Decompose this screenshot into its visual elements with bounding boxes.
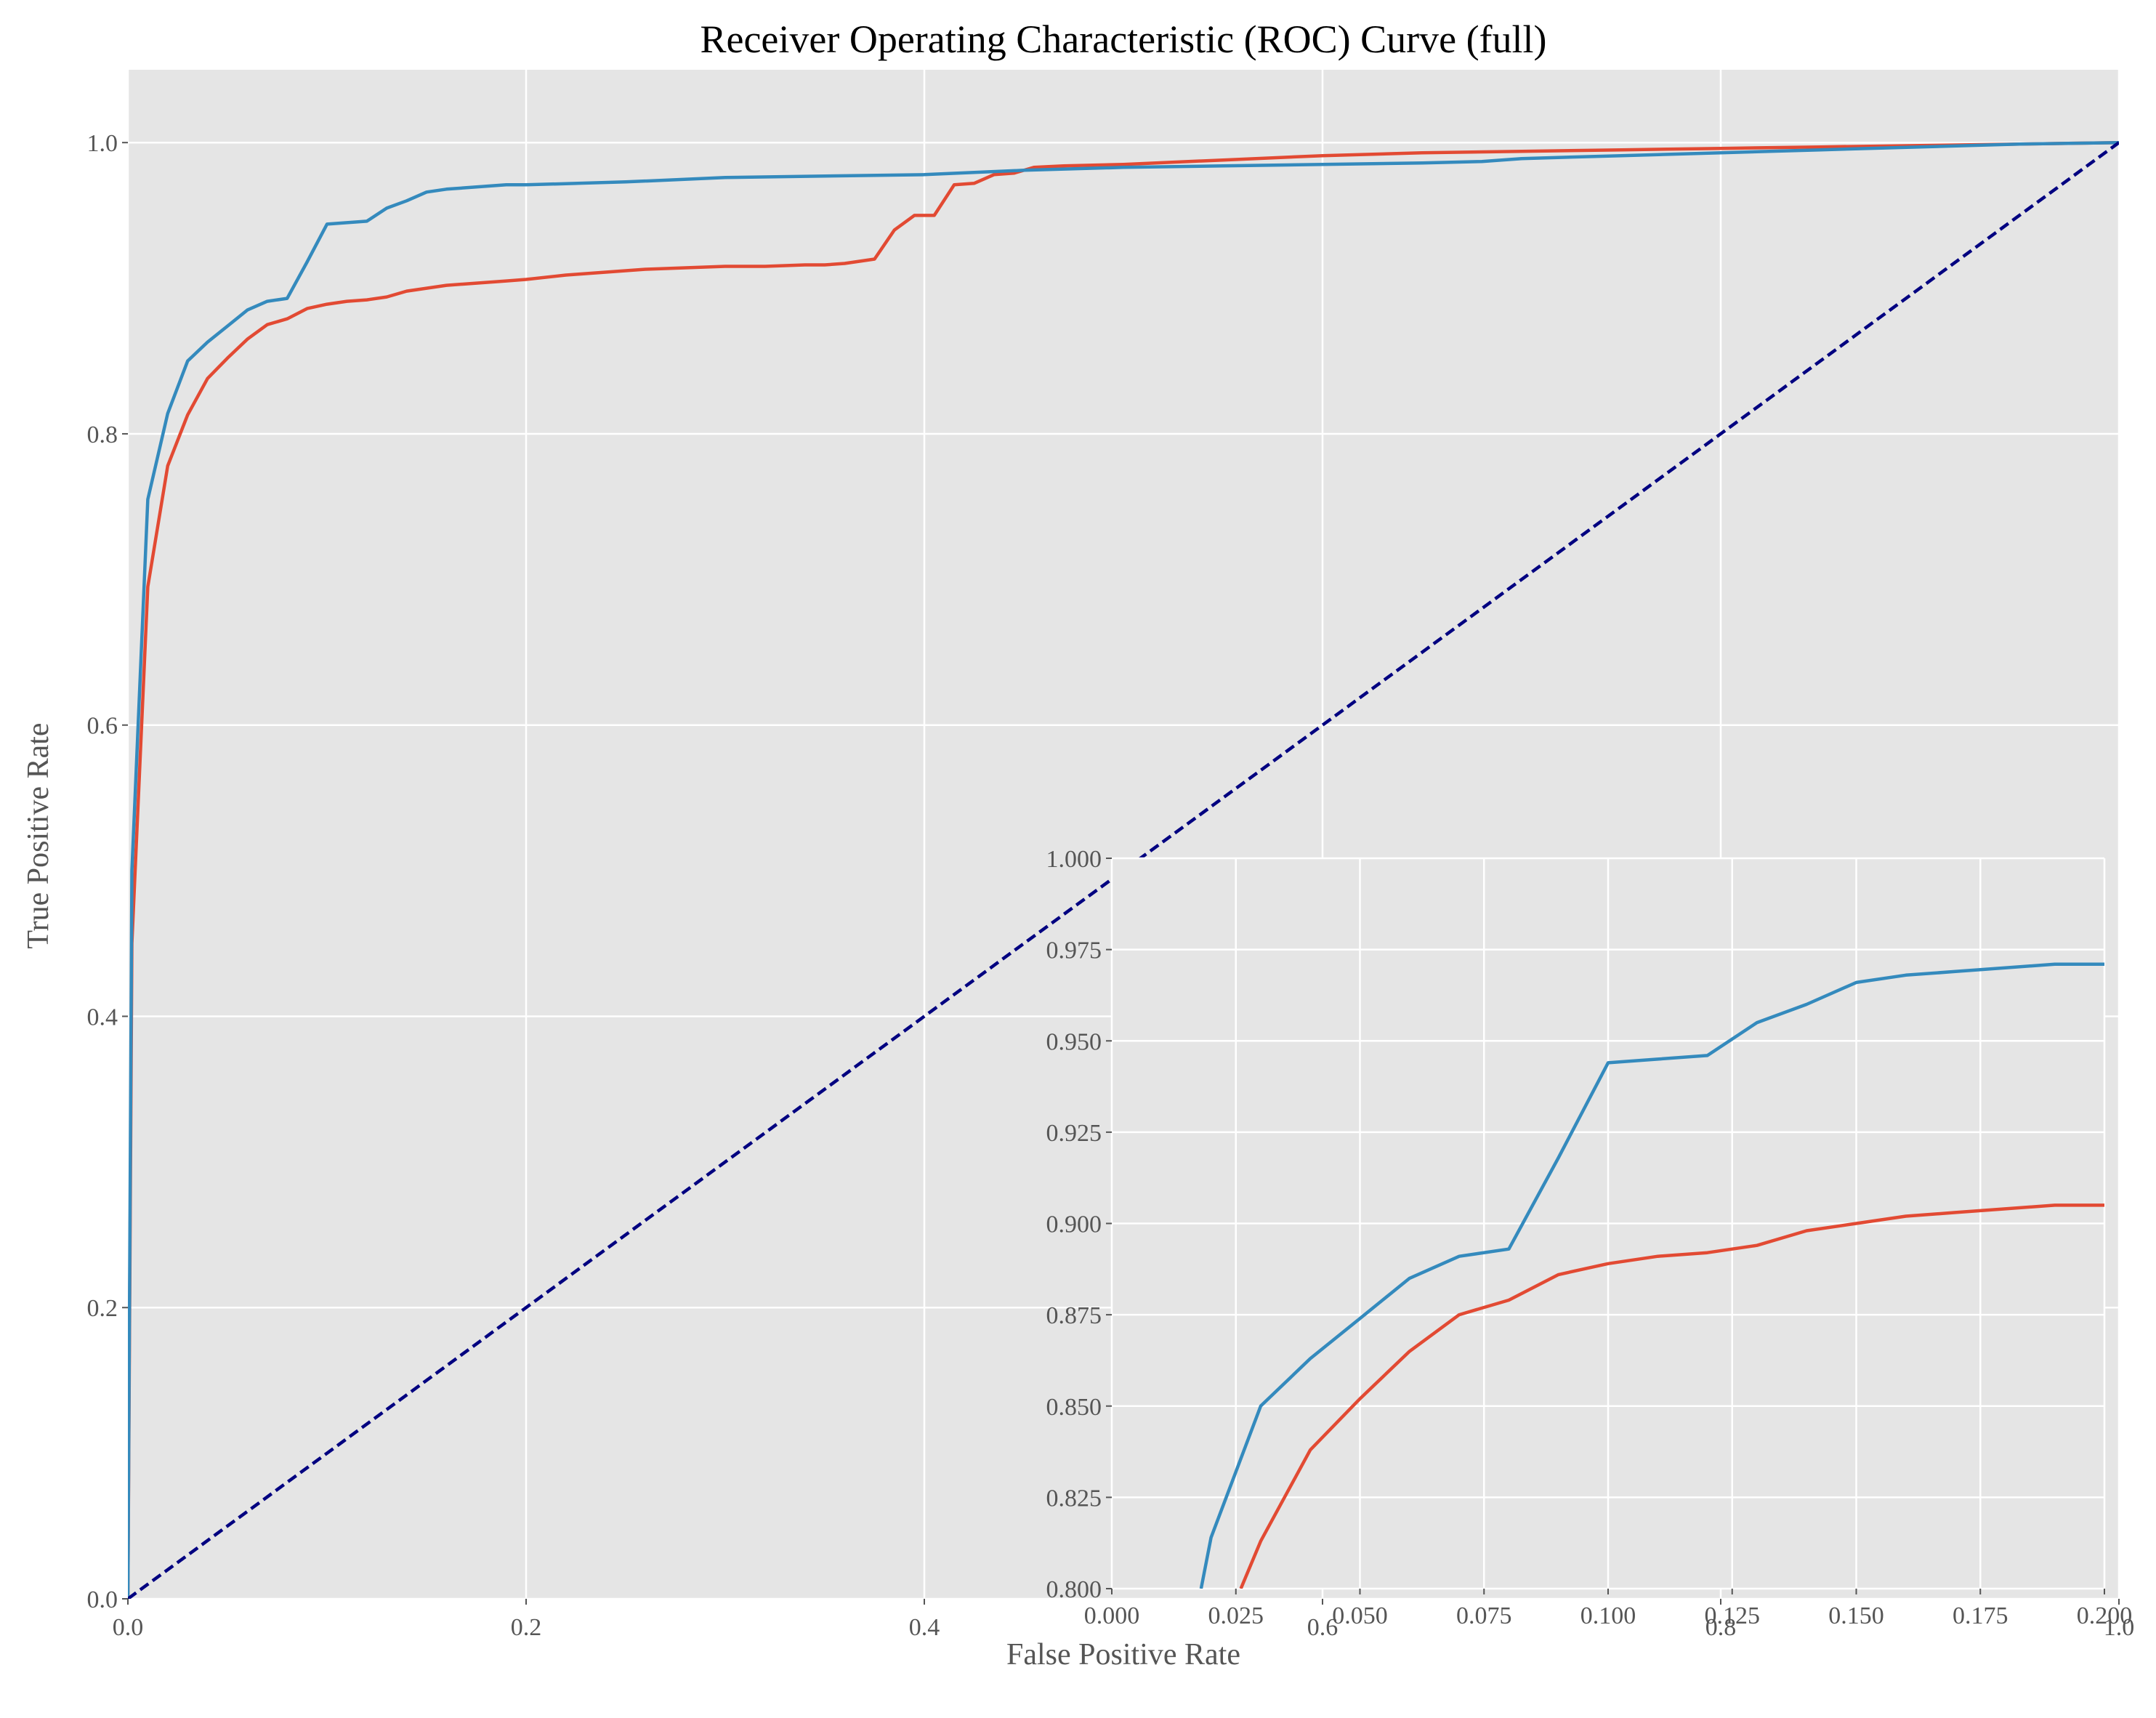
main-x-ticks: 0.0 0.2 0.4 0.6 0.8 1.0 [113, 1599, 2135, 1641]
main-y-tick-label: 0.8 [87, 422, 118, 448]
main-x-tick-label: 0.0 [113, 1614, 144, 1641]
main-y-tick-label: 0.4 [87, 1004, 118, 1031]
inset-y-tick-label: 1.000 [1046, 846, 1102, 873]
inset-x-tick-label: 0.050 [1332, 1602, 1388, 1629]
inset-axes: 0.000 0.025 0.050 0.075 0.100 0.125 0.150 0.175… [1046, 846, 2133, 1629]
inset-y-tick-label: 0.825 [1046, 1485, 1102, 1512]
inset-x-tick-label: 0.175 [1953, 1602, 2008, 1629]
main-series-blue-line [128, 140, 2119, 1599]
inset-x-tick-label: 0.100 [1580, 1602, 1636, 1629]
inset-series-blue-line [1199, 962, 2104, 1589]
inset-y-tick-label: 0.950 [1046, 1028, 1102, 1055]
x-axis-label: False Positive Rate [1006, 1638, 1240, 1671]
inset-y-tick-label: 0.800 [1046, 1576, 1102, 1603]
chart-title: Receiver Operating Characteristic (ROC) … [700, 17, 1546, 61]
main-series-red-line [128, 140, 2119, 1599]
inset-x-tick-label: 0.000 [1084, 1602, 1140, 1629]
main-gridlines [126, 70, 2120, 1600]
main-x-tick-label: 0.8 [1705, 1614, 1737, 1641]
main-y-tick-label: 0.6 [87, 713, 118, 740]
inset-y-tick-label: 0.875 [1046, 1302, 1102, 1329]
inset-y-tick-label: 0.850 [1046, 1394, 1102, 1421]
inset-x-tick-label: 0.025 [1208, 1602, 1264, 1629]
main-x-tick-label: 0.4 [909, 1614, 940, 1641]
main-y-tick-label: 1.0 [87, 130, 118, 157]
inset-x-tick-label: 0.125 [1705, 1602, 1761, 1629]
main-x-tick-label: 0.2 [511, 1614, 542, 1641]
inset-x-tick-label: 0.075 [1456, 1602, 1512, 1629]
inset-y-ticks: 0.800 0.825 0.850 0.875 0.900 0.925 0.950 0.975… [1046, 846, 1112, 1603]
inset-x-tick-label: 0.150 [1828, 1602, 1884, 1629]
inset-y-tick-label: 0.900 [1046, 1211, 1102, 1238]
main-y-ticks: 0.0 0.2 0.4 0.6 0.8 1.0 [87, 130, 128, 1613]
inset-y-tick-label: 0.975 [1046, 937, 1102, 964]
inset-x-ticks: 0.000 0.025 0.050 0.075 0.100 0.125 0.150 0.175… [1084, 1589, 2133, 1629]
y-axis-label: True Positive Rate [22, 722, 55, 948]
inset-series-group [1199, 962, 2104, 1589]
main-series-group [128, 140, 2119, 1599]
main-y-tick-label: 0.0 [87, 1586, 118, 1613]
inset-x-tick-label: 0.200 [2077, 1602, 2133, 1629]
main-x-tick-label: 0.6 [1307, 1614, 1339, 1641]
main-x-tick-label: 1.0 [2104, 1614, 2135, 1641]
inset-y-tick-label: 0.925 [1046, 1120, 1102, 1147]
inset-series-red-line [1239, 1203, 2104, 1589]
main-y-tick-label: 0.2 [87, 1295, 118, 1322]
